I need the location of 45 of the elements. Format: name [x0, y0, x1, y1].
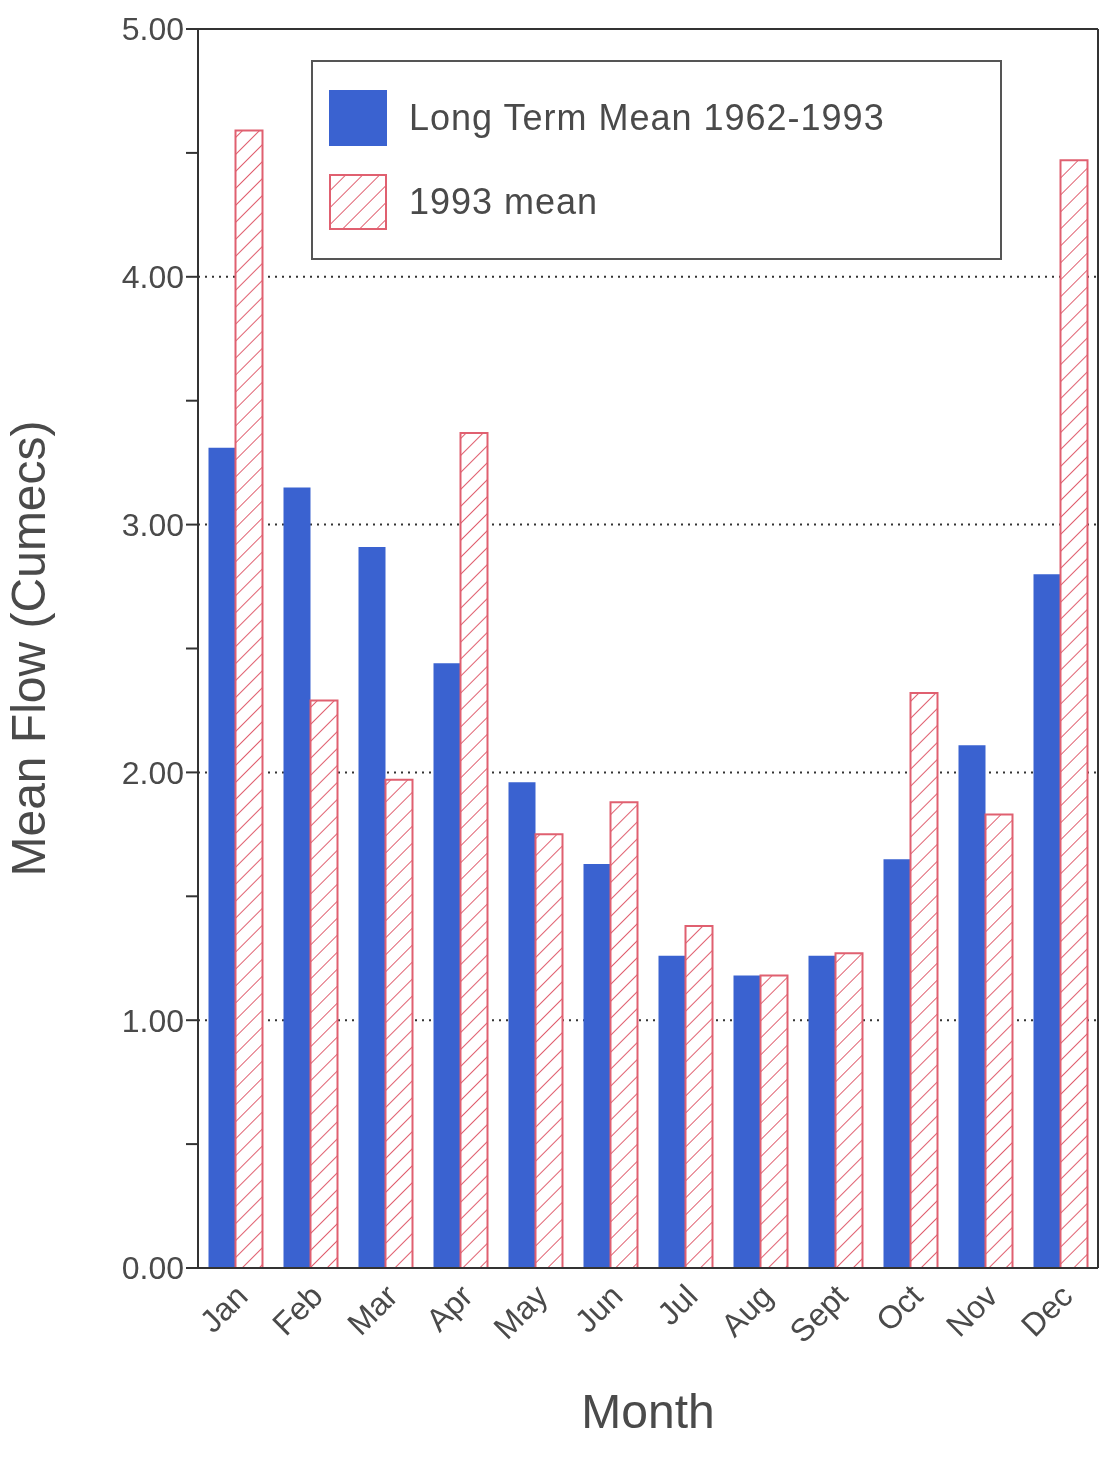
- bar: [508, 782, 536, 1268]
- bar: [658, 955, 686, 1268]
- bar: [909, 692, 939, 1268]
- bar: [609, 801, 639, 1268]
- bar: [808, 955, 836, 1268]
- bar: [234, 129, 264, 1268]
- bar: [283, 487, 311, 1268]
- bar: [1033, 574, 1061, 1268]
- y-axis-title: Mean Flow (Cumecs): [2, 420, 56, 877]
- bar: [984, 813, 1014, 1268]
- bar: [358, 546, 386, 1268]
- bar: [1059, 159, 1089, 1268]
- y-tick-label: 4.00: [121, 259, 184, 296]
- x-tick-label: Nov: [938, 1277, 1005, 1344]
- bar: [733, 975, 761, 1268]
- x-tick-label: Mar: [340, 1277, 405, 1343]
- x-tick-label: Jan: [192, 1277, 255, 1340]
- bar: [583, 864, 611, 1268]
- bar: [883, 859, 911, 1268]
- x-tick-label: Feb: [265, 1277, 330, 1343]
- x-tick-label: Jul: [650, 1277, 705, 1333]
- x-tick-label: Oct: [868, 1277, 930, 1339]
- legend-label: Long Term Mean 1962-1993: [409, 97, 885, 139]
- x-tick-label: Apr: [418, 1277, 480, 1339]
- bar: [759, 974, 789, 1268]
- y-tick-label: 3.00: [121, 506, 184, 543]
- bar: [834, 952, 864, 1268]
- x-tick-label: May: [486, 1277, 555, 1346]
- x-tick-label: Jun: [567, 1277, 630, 1340]
- x-tick-label: Aug: [713, 1277, 780, 1344]
- x-axis-title: Month: [581, 1385, 715, 1438]
- bar: [309, 699, 339, 1268]
- bar: [384, 778, 414, 1268]
- bar: [433, 663, 461, 1268]
- x-tick-label: Dec: [1013, 1277, 1080, 1344]
- bar: [459, 431, 489, 1268]
- bar: [534, 833, 564, 1268]
- text: 0.00: [121, 1250, 184, 1287]
- y-tick-label: 1.00: [121, 1002, 184, 1039]
- bar: [958, 745, 986, 1268]
- y-tick-label: 2.00: [121, 754, 184, 791]
- bar: [208, 447, 236, 1268]
- y-tick-label: 5.00: [121, 11, 184, 48]
- legend-label: 1993 mean: [409, 181, 599, 223]
- bar: [684, 925, 714, 1268]
